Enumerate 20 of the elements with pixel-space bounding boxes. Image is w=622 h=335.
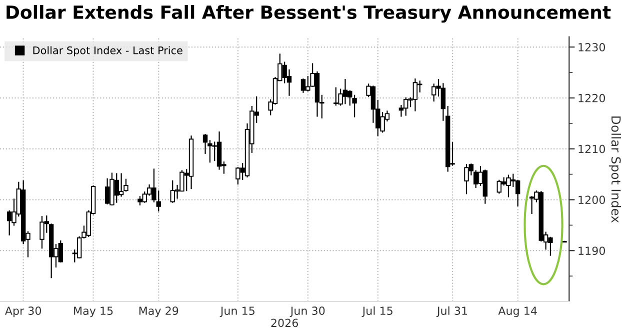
y-tick-label: 1230: [578, 43, 606, 52]
legend-label: Dollar Spot Index - Last Price: [33, 46, 182, 56]
y-tick-label: 1210: [578, 144, 606, 154]
x-tick-label: Jun 15: [220, 306, 254, 318]
x-tick-label: Jun 30: [290, 306, 325, 318]
x-tick-label: May 29: [139, 306, 178, 318]
x-tick-label: May 15: [74, 306, 113, 318]
x-tick-label: Jul 31: [436, 306, 468, 318]
y-tick-label: 1190: [578, 246, 606, 255]
y-tick-label: 1200: [578, 196, 606, 204]
y-axis-title: Dollar Spot Index: [608, 116, 622, 223]
chart-title: Dollar Extends Fall After Bessent's Treasury Announcement: [6, 5, 611, 23]
x-tick-label: Apr 30: [4, 306, 42, 318]
x-tick-label: Jul 15: [362, 306, 392, 318]
candlestick: [515, 180, 520, 206]
y-tick-label: 1220: [578, 94, 606, 102]
candlestick: [300, 78, 306, 93]
x-tick-label: Aug 14: [498, 306, 537, 318]
x-axis-title: 2026: [271, 318, 298, 328]
candlestick: [496, 180, 502, 194]
